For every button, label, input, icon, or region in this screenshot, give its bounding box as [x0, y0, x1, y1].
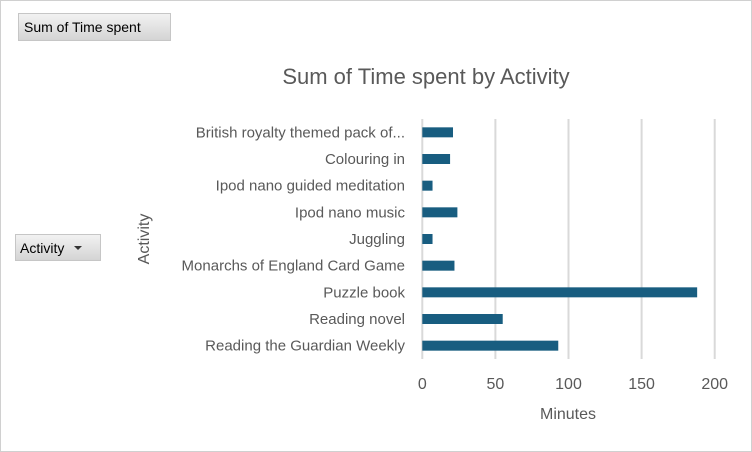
- y-tick-label: British royalty themed pack of...: [196, 124, 405, 141]
- x-tick-label: 200: [701, 376, 728, 393]
- y-tick-label: Reading the Guardian Weekly: [205, 338, 405, 355]
- y-tick-label: Ipod nano music: [295, 204, 406, 221]
- x-tick-label: 150: [628, 376, 655, 393]
- value-field-label: Sum of Time spent: [24, 19, 141, 35]
- bar: [422, 260, 455, 271]
- y-tick-label: Colouring in: [325, 151, 405, 168]
- bar: [422, 287, 698, 298]
- y-tick-label: Monarchs of England Card Game: [182, 258, 405, 275]
- x-tick-label: 100: [555, 376, 582, 393]
- bar: [422, 340, 559, 351]
- y-tick-label: Ipod nano guided meditation: [216, 178, 405, 195]
- x-tick-label: 50: [487, 376, 505, 393]
- bar: [422, 207, 458, 218]
- axis-field-label: Activity: [20, 239, 65, 256]
- y-tick-label: Puzzle book: [323, 284, 405, 301]
- bar: [422, 234, 433, 244]
- bar: [422, 154, 451, 164]
- x-axis-title: Minutes: [540, 406, 596, 423]
- y-axis-title: Activity: [136, 214, 153, 265]
- value-field-button[interactable]: Sum of Time spent: [18, 13, 171, 41]
- bar: [422, 127, 454, 138]
- chart-title: Sum of Time spent by Activity: [282, 64, 569, 89]
- bar: [422, 314, 503, 324]
- dropdown-arrow-icon[interactable]: [74, 245, 83, 250]
- x-tick-label: 0: [418, 376, 427, 393]
- bar: [422, 180, 433, 191]
- y-tick-label: Reading novel: [309, 311, 405, 328]
- y-tick-label: Juggling: [349, 231, 405, 248]
- axis-field-button[interactable]: Activity: [15, 234, 101, 261]
